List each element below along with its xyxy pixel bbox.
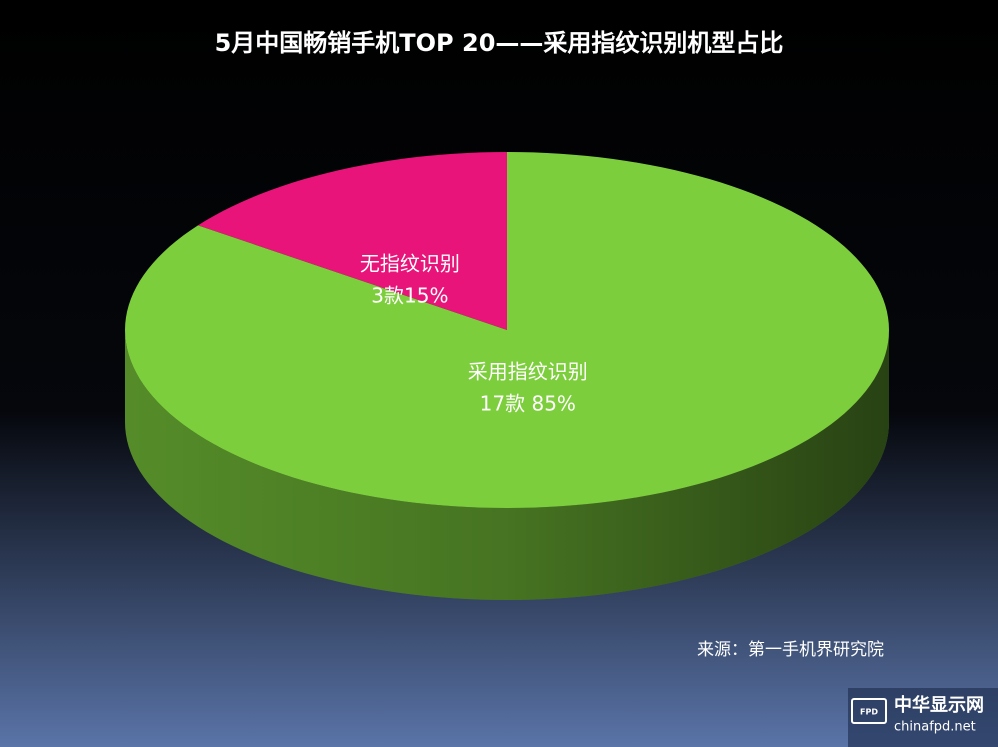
watermark: FPD 中华显示网 chinafpd.net: [848, 688, 998, 747]
watermark-panel: [848, 688, 998, 747]
source-note: 来源：第一手机界研究院: [697, 640, 884, 660]
watermark-url: chinafpd.net: [894, 720, 976, 735]
slice: [197, 152, 507, 330]
slice-side-shade: [125, 330, 889, 600]
slice-label: 无指纹识别: [360, 252, 460, 276]
chart-title: 5月中国畅销手机TOP 20——采用指纹识别机型占比: [215, 29, 784, 57]
watermark-name: 中华显示网: [894, 694, 984, 716]
slice-value-label: 17款 85%: [480, 392, 576, 416]
watermark-badge: FPD: [860, 708, 878, 717]
watermark-icon: [851, 698, 887, 724]
slice-label: 采用指纹识别: [468, 360, 588, 384]
slice-value-label: 3款15%: [371, 284, 448, 308]
pie: 无指纹识别 3款15% 采用指纹识别 17款 85%: [125, 152, 889, 600]
slice: [125, 152, 889, 508]
